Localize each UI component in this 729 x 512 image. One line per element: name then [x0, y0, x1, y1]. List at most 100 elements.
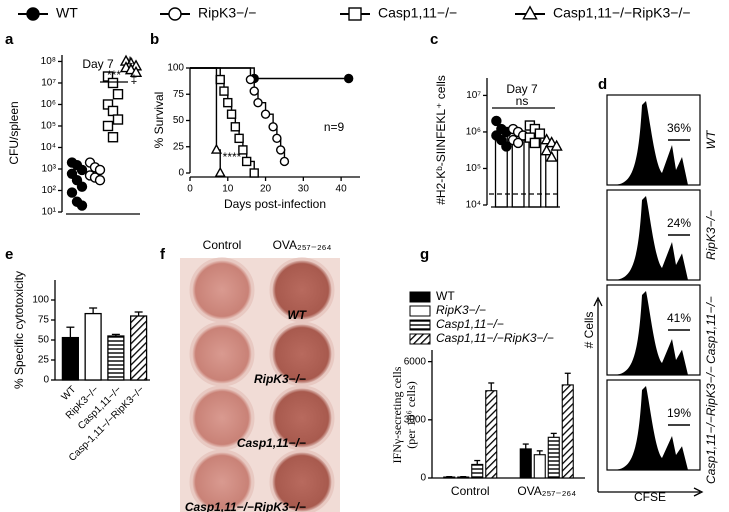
- data-point: [275, 145, 286, 155]
- data-point: [501, 141, 512, 152]
- data-point: [94, 175, 106, 186]
- x-tick-label: 30: [298, 184, 310, 195]
- x-tick-label: WT: [60, 384, 79, 403]
- y-tick-label: 10⁵: [41, 121, 56, 132]
- data-point: [76, 164, 88, 176]
- data-point: [214, 166, 226, 177]
- y-axis-label: % Survival: [152, 92, 166, 149]
- data-point: [230, 122, 241, 132]
- x-tick-label: 10: [222, 184, 234, 195]
- legend-label: Casp1,11−/−: [436, 317, 504, 331]
- y-tick-label: 10³: [42, 164, 57, 175]
- y-tick-label: 10²: [42, 185, 57, 196]
- data-point: [550, 139, 563, 151]
- data-point: [66, 187, 78, 198]
- bar: [61, 336, 79, 381]
- legend-label: Casp1,11−/−: [378, 5, 457, 21]
- well: [189, 385, 255, 451]
- legend-label: Casp1,11−/−RipK3−/−: [436, 331, 554, 345]
- arrow-head: [693, 487, 704, 497]
- data-point: [76, 200, 88, 211]
- y-tick-label: 10⁴: [41, 142, 56, 153]
- data-point: [94, 164, 106, 176]
- well: [189, 449, 255, 512]
- x-tick-label: 40: [336, 184, 348, 195]
- data-point: [279, 156, 290, 167]
- panel-letter: d: [598, 76, 607, 93]
- column-label: Control: [203, 238, 242, 252]
- y-tick-label: 3000: [404, 414, 427, 425]
- row-label: WT: [704, 129, 718, 149]
- gate-label: 24%: [667, 216, 691, 230]
- data-point: [112, 89, 124, 100]
- data-point: [253, 97, 263, 108]
- annotation: Day 7: [506, 82, 538, 96]
- legend-marker: [168, 7, 182, 21]
- row-label: Casp1,11−/−: [237, 436, 306, 450]
- y-tick-label: 0: [43, 375, 49, 386]
- y-tick-label: 10¹: [42, 207, 57, 218]
- survival-line: [190, 67, 286, 162]
- data-point: [226, 109, 237, 119]
- annotation: ***: [107, 68, 121, 82]
- annotation: Day 7: [82, 57, 114, 71]
- bar: [471, 463, 484, 479]
- histogram: [612, 291, 688, 375]
- data-point: [238, 145, 248, 155]
- data-point: [223, 97, 233, 108]
- y-tick-label: 0: [178, 168, 184, 179]
- data-point: [540, 144, 553, 156]
- legend-label: WT: [56, 5, 78, 21]
- y-tick-label: 50: [173, 115, 185, 126]
- y-tick-label: 10⁷: [466, 90, 481, 101]
- well: [269, 449, 335, 512]
- x-tick-label: OVA₂₅₇₋₂₆₄: [517, 484, 576, 498]
- annotation: ns: [516, 94, 529, 108]
- annotation: ****: [223, 150, 242, 164]
- arrow-head: [593, 296, 603, 307]
- y-axis-label: IFNγ-secreting cells: [390, 366, 404, 463]
- panel-letter: e: [5, 246, 13, 263]
- legend-marker: [348, 7, 362, 21]
- data-point: [249, 168, 259, 178]
- data-point: [234, 133, 244, 144]
- data-point: [343, 73, 354, 84]
- legend-swatch: [409, 319, 431, 331]
- data-point: [241, 156, 252, 167]
- data-point: [107, 105, 119, 117]
- x-tick-label: Control: [451, 484, 490, 498]
- gate-label: 36%: [667, 121, 691, 135]
- x-axis-label: Days post-infection: [224, 197, 326, 211]
- annotation: n=9: [324, 120, 345, 134]
- y-axis-label: #H2-Kᵇ-SIINFEKL⁺ cells: [434, 75, 448, 205]
- bar: [84, 312, 102, 381]
- y-tick-label: 10⁴: [466, 200, 481, 211]
- data-point: [107, 132, 119, 143]
- annotation: ‡: [131, 72, 138, 86]
- data-point: [129, 65, 143, 78]
- row-label: RipK3−/−: [704, 210, 718, 260]
- panel-letter: c: [430, 31, 438, 48]
- y-axis-label: (per 10⁶ cells): [404, 381, 418, 449]
- bar: [107, 335, 125, 381]
- well: [189, 257, 255, 323]
- x-axis-label: CFSE: [634, 490, 666, 504]
- data-point: [512, 137, 524, 149]
- row-label: Casp1,11−/−: [704, 296, 718, 364]
- bar: [443, 476, 456, 479]
- data-point: [107, 77, 119, 89]
- bar: [485, 390, 498, 479]
- column-label: OVA₂₅₇₋₂₆₄: [273, 238, 332, 252]
- row-label: RipK3−/−: [254, 372, 306, 386]
- well: [269, 385, 335, 451]
- data-point: [112, 114, 124, 125]
- histogram: [612, 196, 688, 280]
- legend-swatch: [409, 291, 431, 303]
- legend-label: Casp1,11−/−RipK3−/−: [553, 5, 691, 21]
- row-label: WT: [287, 308, 307, 322]
- y-tick-label: 100: [32, 295, 49, 306]
- y-tick-label: 50: [38, 335, 50, 346]
- y-tick-label: 100: [167, 63, 184, 74]
- data-point: [102, 120, 114, 132]
- legend-label: RipK3−/−: [436, 303, 486, 317]
